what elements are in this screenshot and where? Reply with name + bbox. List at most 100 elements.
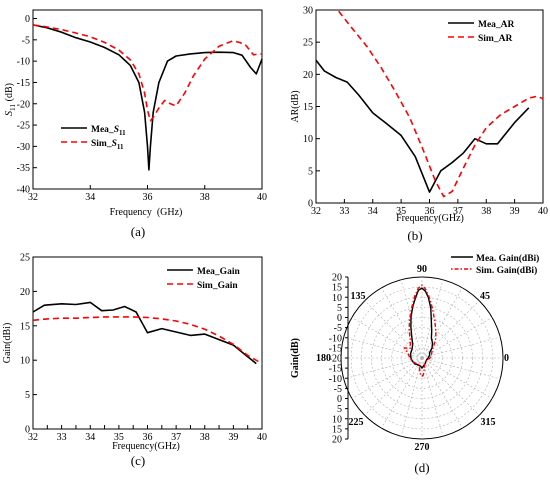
x-tick-label: 32 xyxy=(28,432,38,443)
polar-grid-ring xyxy=(350,286,494,430)
angle-label-270: 270 xyxy=(415,442,430,453)
y-tick-label: -40 xyxy=(17,185,30,196)
radial-tick-label: -5 xyxy=(334,323,342,334)
series-line-0 xyxy=(32,24,263,171)
y-axis-label: AR(dB) xyxy=(290,90,301,122)
legend-label-sub: 11 xyxy=(117,143,124,151)
polar-grid-spoke xyxy=(421,357,493,399)
angle-label-0: 0 xyxy=(504,353,509,364)
y-tick-label: 0 xyxy=(308,199,313,210)
x-tick-label: 39 xyxy=(510,206,520,217)
polar-series-0 xyxy=(409,287,434,369)
panel-label: (c) xyxy=(131,453,145,468)
polar-grid-ring xyxy=(371,307,473,409)
radial-tick-label: -15 xyxy=(329,343,342,354)
polar-grid-spoke xyxy=(421,357,463,429)
polar-grid-spoke xyxy=(421,357,501,380)
panel-label: (a) xyxy=(131,224,145,239)
y-tick-label: 20 xyxy=(303,70,313,81)
y-tick-label: -20 xyxy=(17,99,30,110)
radial-tick-label: 20 xyxy=(332,273,342,284)
polar-grid-spoke xyxy=(343,357,423,380)
series-line-0 xyxy=(315,59,530,193)
radial-tick-label: 0 xyxy=(337,313,342,324)
radial-tick-label: 15 xyxy=(332,424,342,435)
radial-tick-label: 15 xyxy=(332,283,342,294)
polar-grid-spoke xyxy=(421,357,444,437)
panel-b: 32 33 34 35 36 37 38 39 40 0 5 10 15 20 25 30 Frequency(… xyxy=(290,6,548,244)
legend-background xyxy=(447,250,545,278)
polar-grid-spoke xyxy=(400,357,423,437)
angle-label-315: 315 xyxy=(481,417,496,428)
y-tick-label: -15 xyxy=(17,78,30,89)
x-tick-label: 40 xyxy=(257,432,267,443)
legend-label-main: Sim_ xyxy=(91,139,112,149)
legend-label-1: Sim_S11 xyxy=(91,139,124,151)
y-axis-label-sub: 11 xyxy=(8,104,17,111)
series-line-1 xyxy=(32,24,263,122)
series-line-0 xyxy=(32,301,257,365)
plot-frame xyxy=(32,9,263,190)
y-tick-label: 20 xyxy=(20,287,30,298)
legend-label-1: Sim_AR xyxy=(478,34,512,44)
series-line-1 xyxy=(338,10,544,198)
polar-series-1 xyxy=(403,284,437,377)
angle-label-225: 225 xyxy=(349,417,364,428)
radial-axis-label: Gain(dB) xyxy=(290,338,301,378)
y-tick-label: -30 xyxy=(17,142,30,153)
y-tick-label: 30 xyxy=(303,6,313,17)
x-tick-label: 35 xyxy=(114,432,124,443)
x-tick-label: 36 xyxy=(143,432,153,443)
polar-grid-ring xyxy=(411,347,433,369)
polar-grid-spoke xyxy=(351,317,423,359)
radial-tick-label: 0 xyxy=(337,394,342,405)
y-axis-label: Gain(dBi) xyxy=(2,323,13,364)
angle-label-90: 90 xyxy=(417,264,427,275)
radial-tick-label: -20 xyxy=(329,354,342,365)
x-tick-label: 36 xyxy=(425,206,435,217)
legend-label-main: Mea_ xyxy=(91,125,114,135)
x-tick-label: 35 xyxy=(396,206,406,217)
legend-label-0: Mea_Gain xyxy=(197,267,240,277)
series-line-1 xyxy=(32,316,263,365)
y-tick-label: -5 xyxy=(22,35,30,46)
y-tick-label: -10 xyxy=(17,57,30,68)
polar-grid-ring xyxy=(391,327,453,389)
y-tick-label: 0 xyxy=(25,14,30,25)
polar-grid-spoke xyxy=(421,357,480,416)
x-tick-label: 40 xyxy=(257,192,267,203)
polar-grid-spoke xyxy=(421,336,501,359)
y-tick-label: 10 xyxy=(20,356,30,367)
y-tick-label: 15 xyxy=(303,102,313,113)
y-tick-label: 5 xyxy=(25,390,30,401)
polar-grid-spoke xyxy=(364,300,423,359)
radial-tick-label: -15 xyxy=(329,364,342,375)
x-tick-label: 34 xyxy=(85,192,95,203)
legend-label-sub: 11 xyxy=(119,129,126,137)
x-axis-label: Frequency (GHz) xyxy=(110,207,183,218)
x-tick-label: 38 xyxy=(200,432,210,443)
radial-tick-label: 5 xyxy=(337,404,342,415)
radial-tick-label: -10 xyxy=(329,333,342,344)
panel-label: (d) xyxy=(414,460,429,475)
radial-tick-label: 10 xyxy=(332,414,342,425)
legend-label-s: S xyxy=(112,139,117,149)
x-axis-label: Frequency(GHz) xyxy=(112,441,180,452)
panel-label: (b) xyxy=(407,228,422,243)
polar-grid-spoke xyxy=(381,357,423,429)
radial-tick-label: -5 xyxy=(334,384,342,395)
y-tick-label: 5 xyxy=(308,166,313,177)
y-tick-label: 15 xyxy=(20,321,30,332)
polar-grid-spoke xyxy=(364,357,423,416)
x-tick-label: 34 xyxy=(368,206,378,217)
y-tick-label: -35 xyxy=(17,163,30,174)
legend-label-0: Mea. Gain(dBi) xyxy=(476,253,539,264)
x-tick-label: 37 xyxy=(453,206,463,217)
panel-a: 32 34 36 38 40 0 -5 -10 -15 -20 -25 -30 -35 -40 Freque… xyxy=(4,9,267,239)
legend-label-1: Sim. Gain(dBi) xyxy=(476,265,537,276)
legend-label-0: Mea_AR xyxy=(478,20,515,30)
angle-label-45: 45 xyxy=(480,291,490,302)
polar-grid-spoke xyxy=(421,317,493,359)
y-tick-label: -25 xyxy=(17,121,30,132)
